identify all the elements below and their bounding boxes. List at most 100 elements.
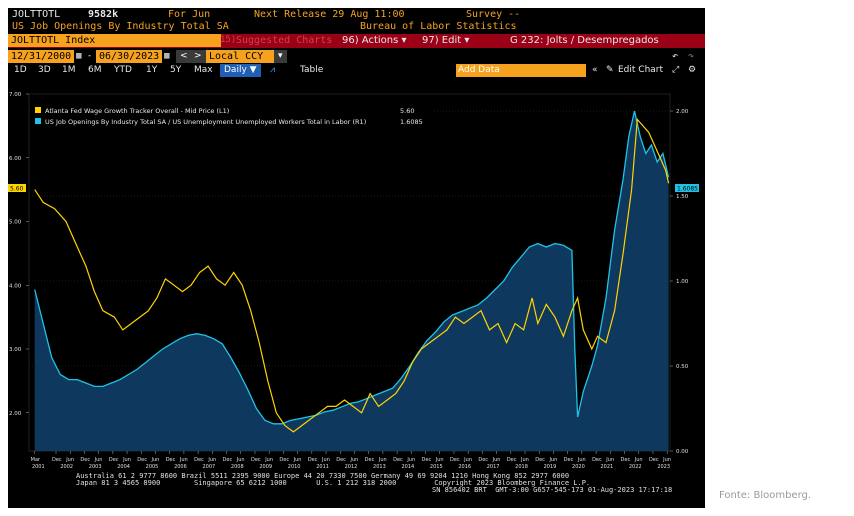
series-job-openings-ratio-area <box>34 111 669 451</box>
range-1m[interactable]: 1M <box>62 65 76 75</box>
x-axis-year-label: 2009 <box>259 464 272 470</box>
x-axis-month-label: Jun <box>463 457 472 463</box>
gear-icon[interactable]: ⚙ <box>688 65 697 75</box>
x-axis-month-label: Jun <box>378 457 387 463</box>
x-axis-year-label: 2006 <box>174 464 187 470</box>
x-axis-month-label: Jun <box>435 457 444 463</box>
prev-arrow-button[interactable]: < <box>176 50 192 63</box>
undo-icon[interactable]: ↶ <box>672 51 679 62</box>
range-ytd[interactable]: YTD <box>114 65 132 75</box>
series-wage-growth-line <box>34 118 670 433</box>
calendar-icon[interactable]: ▦ - <box>76 51 93 61</box>
x-axis-month-label: Dec <box>251 457 261 463</box>
x-axis-month-label: Jun <box>321 457 330 463</box>
footer-line-2: Japan 81 3 4565 8900 Singapore 65 6212 1… <box>76 479 591 487</box>
x-axis-month-label: Dec <box>393 457 403 463</box>
legend-value-ratio: 1.6085 <box>400 118 423 126</box>
x-axis-month-label: Jun <box>122 457 131 463</box>
range-5y[interactable]: 5Y <box>170 65 182 75</box>
left-axis-tick-label: 5.00 <box>9 220 22 226</box>
x-axis-month-label: Dec <box>308 457 318 463</box>
left-axis-badge-text: 5.60 <box>10 186 24 193</box>
x-axis-month-label: Jun <box>94 457 103 463</box>
last-value: 9582k <box>88 9 119 20</box>
x-axis-month-label: Dec <box>478 457 488 463</box>
command-bar: JOLTTOTL Index 15) Suggested Charts 96) … <box>8 34 705 48</box>
next-release-label: Next Release 29 Aug 11:00 <box>254 9 405 20</box>
x-axis-year-label: 2008 <box>231 464 244 470</box>
end-date-input[interactable]: 06/30/2023 <box>96 50 163 63</box>
series-title: US Job Openings By Industry Total SA <box>12 21 229 32</box>
next-arrow-button[interactable]: > <box>190 50 206 63</box>
x-axis-year-label: 2021 <box>600 464 613 470</box>
redo-icon[interactable]: ↷ <box>688 51 695 62</box>
legend: Atlanta Fed Wage Growth Tracker Overall … <box>32 102 432 130</box>
actions-menu[interactable]: 96) Actions ▾ <box>342 35 407 46</box>
x-axis-year-label: 2015 <box>430 464 443 470</box>
legend-value-wage: 5.60 <box>400 107 414 115</box>
start-date-input[interactable]: 12/31/2000 <box>8 50 75 63</box>
edit-chart-button[interactable]: Edit Chart <box>618 65 664 75</box>
right-axis-tick-label: 1.50 <box>676 194 689 200</box>
x-axis-month-label: Dec <box>80 457 90 463</box>
x-axis-month-label: Dec <box>137 457 147 463</box>
suggested-charts-button[interactable]: Suggested Charts <box>236 35 333 46</box>
x-axis-year-label: 2005 <box>146 464 159 470</box>
bloomberg-terminal-window: JOLTTOTL 9582k For Jun Next Release 29 A… <box>8 8 705 508</box>
x-axis-month-label: Dec <box>649 457 659 463</box>
legend-swatch-wage <box>35 107 41 113</box>
left-axis-tick-label: 4.00 <box>9 283 22 289</box>
x-axis-month-label: Jun <box>548 457 557 463</box>
range-3d[interactable]: 3D <box>38 65 51 75</box>
range-1y[interactable]: 1Y <box>146 65 158 75</box>
date-range-row: 12/31/2000 ▦ - 06/30/2023 ▦ < > Local CC… <box>8 50 705 63</box>
collapse-icon[interactable]: « <box>592 65 598 75</box>
x-axis-month-label: Dec <box>507 457 517 463</box>
x-axis-month-label: Mar <box>31 457 41 463</box>
subtitle-row: US Job Openings By Industry Total SA Bur… <box>8 20 705 33</box>
ticker: JOLTTOTL <box>12 9 61 20</box>
x-axis-month-label: Dec <box>109 457 119 463</box>
left-axis-tick-label: 2.00 <box>9 411 22 417</box>
index-field[interactable]: JOLTTOTL Index <box>8 34 221 47</box>
x-axis-month-label: Dec <box>592 457 602 463</box>
edit-menu[interactable]: 97) Edit ▾ <box>422 35 470 46</box>
range-max[interactable]: Max <box>194 65 213 75</box>
add-data-input[interactable]: Add Data <box>456 64 586 77</box>
range-toolbar: 1D 3D 1M 6M YTD 1Y 5Y Max Daily ▼ ⩘ Tabl… <box>8 64 705 78</box>
left-axis-badge: 5.60 <box>8 184 26 193</box>
terminal-footer: Australia 61 2 9777 8600 Brazil 5511 239… <box>8 472 705 508</box>
x-axis-year-label: 2020 <box>572 464 585 470</box>
source-caption: Fonte: Bloomberg. <box>719 490 812 501</box>
period-label: For Jun <box>168 9 211 20</box>
right-axis-tick-label: 2.00 <box>676 109 689 115</box>
currency-dropdown-icon[interactable]: ▾ <box>274 50 287 63</box>
line-chart-icon[interactable]: ⩘ <box>270 65 276 75</box>
x-axis-year-label: 2011 <box>316 464 329 470</box>
x-axis-month-label: Dec <box>422 457 432 463</box>
right-axis-tick-label: 1.00 <box>676 279 689 285</box>
right-axis-badge: 1.6085 <box>675 184 699 193</box>
range-1d[interactable]: 1D <box>14 65 27 75</box>
calendar-icon-2[interactable]: ▦ <box>164 51 170 61</box>
frequency-select[interactable]: Daily ▼ <box>220 64 261 77</box>
x-axis-year-label: 2017 <box>487 464 500 470</box>
range-6m[interactable]: 6M <box>88 65 102 75</box>
x-axis-year-label: 2016 <box>458 464 471 470</box>
x-axis-year-label: 2002 <box>60 464 73 470</box>
chart-name: G 232: Jolts / Desempregados <box>510 35 659 46</box>
footer-line-3: SN 856402 BRT GMT-3:00 G657-545-173 01-A… <box>432 486 673 494</box>
table-button[interactable]: Table <box>300 65 324 75</box>
x-axis-month-label: Dec <box>564 457 574 463</box>
x-axis-month-label: Jun <box>150 457 159 463</box>
footer-line-1: Australia 61 2 9777 8600 Brazil 5511 239… <box>76 472 570 480</box>
pencil-icon[interactable]: ✎ <box>606 65 614 75</box>
x-axis-month-label: Dec <box>194 457 204 463</box>
x-axis-month-label: Dec <box>52 457 62 463</box>
currency-select[interactable]: Local CCY <box>206 50 276 63</box>
x-axis-month-label: Dec <box>365 457 375 463</box>
expand-icon[interactable]: ⤢ <box>672 65 680 75</box>
x-axis-month-label: Jun <box>520 457 529 463</box>
x-axis-year-label: 2018 <box>515 464 528 470</box>
x-axis-year-label: 2023 <box>657 464 670 470</box>
